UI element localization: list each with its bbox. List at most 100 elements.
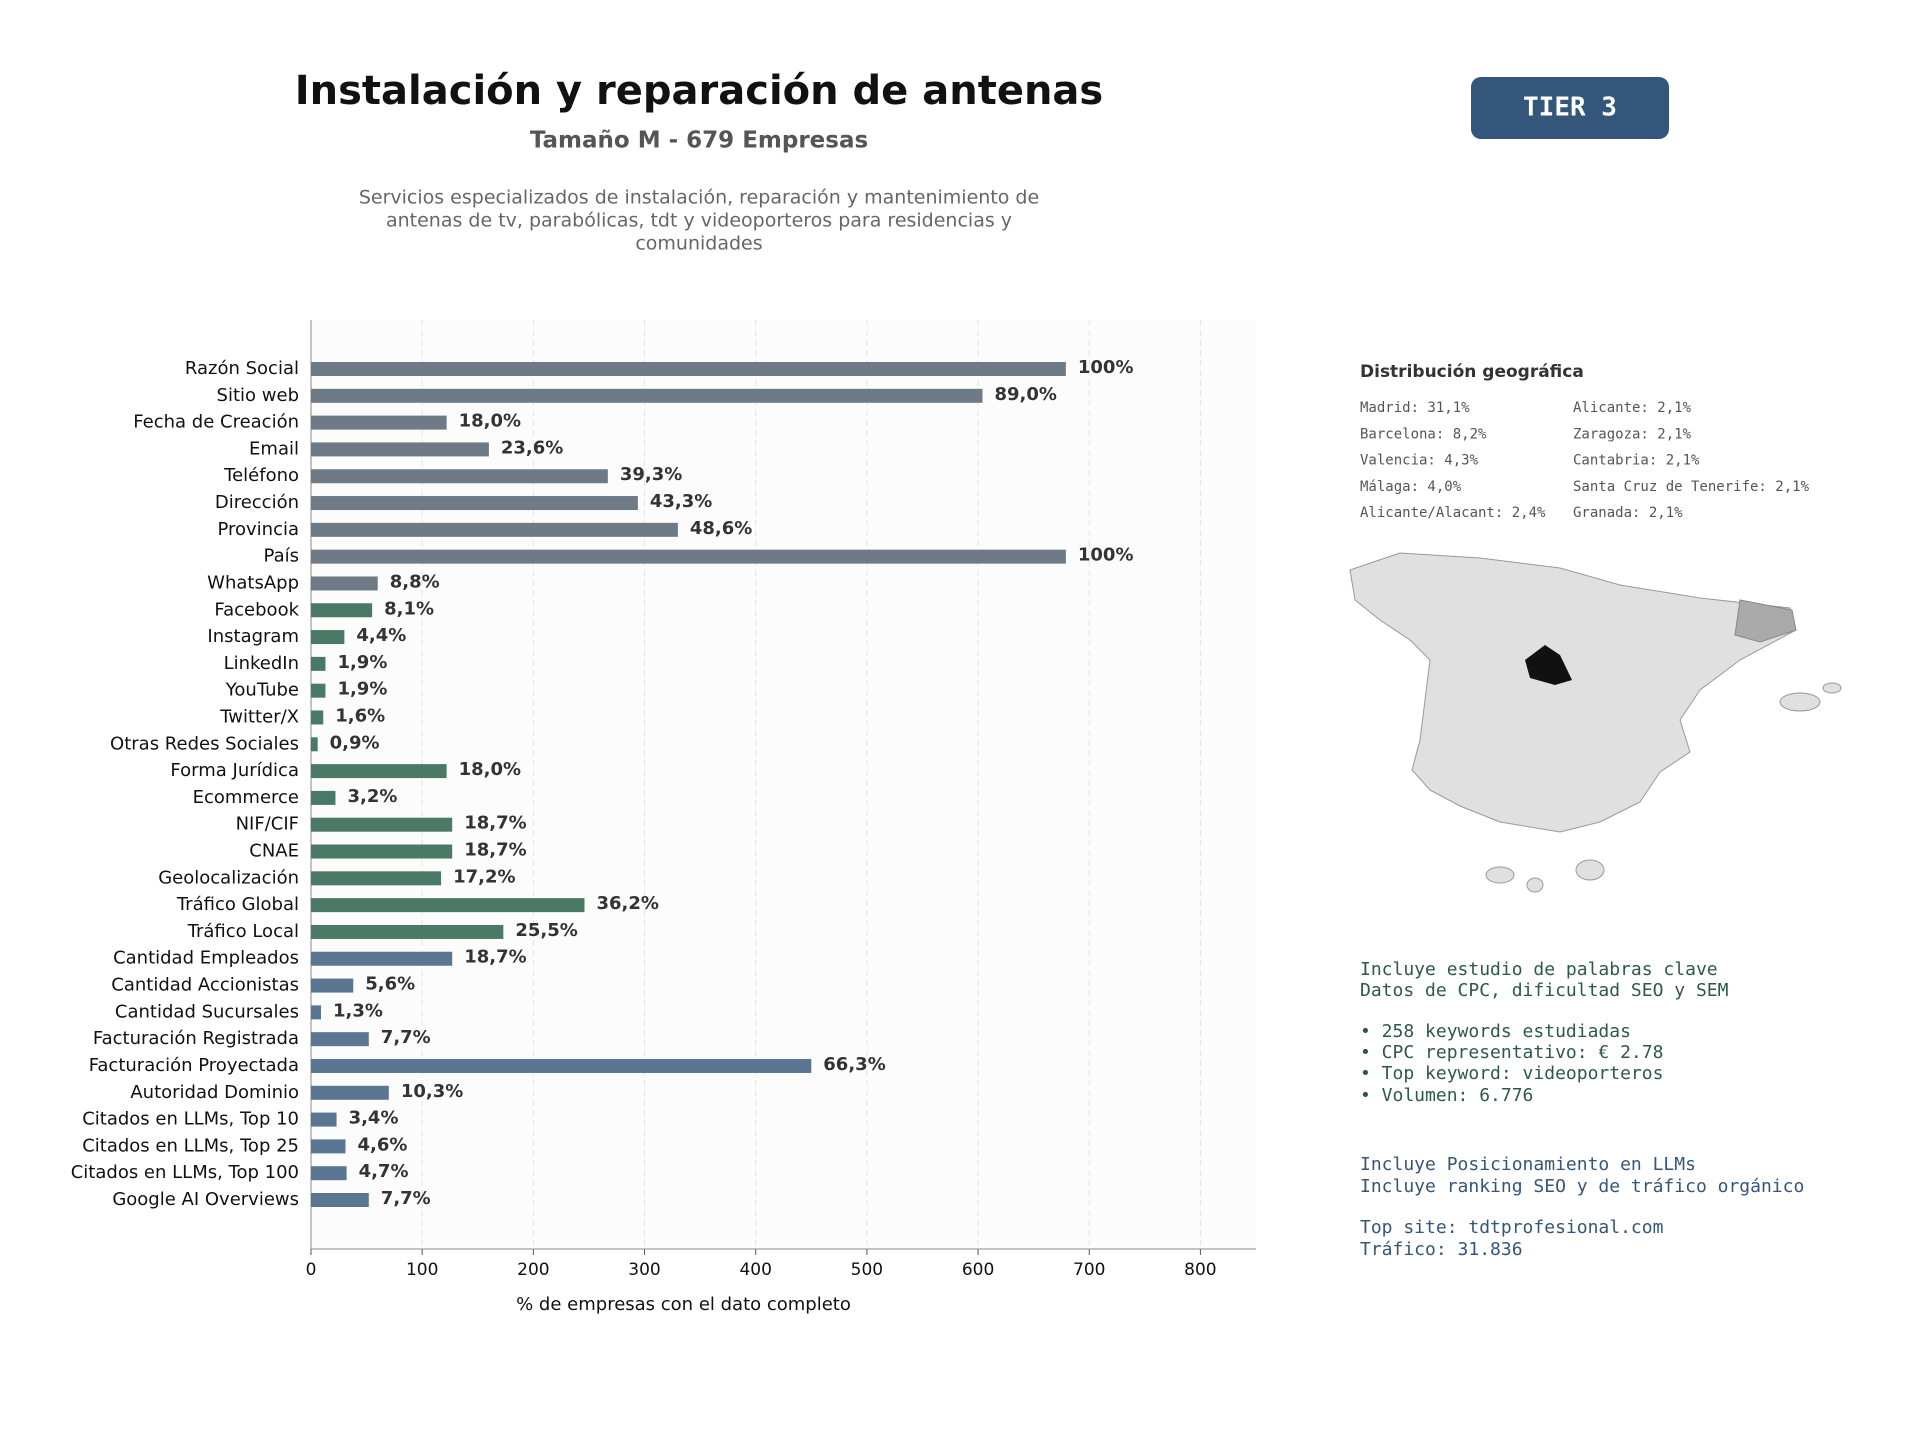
y-tick-label: Instagram xyxy=(207,626,299,647)
seo-line: Incluye estudio de palabras clave xyxy=(1360,959,1718,980)
geo-entry: Barcelona: 8,2% xyxy=(1360,426,1487,442)
bar xyxy=(311,844,453,859)
bar xyxy=(311,790,336,805)
value-label: 1,9% xyxy=(337,679,387,700)
y-tick-label: Twitter/X xyxy=(219,706,299,727)
map-land xyxy=(1349,552,1797,833)
value-label: 7,7% xyxy=(381,1027,431,1048)
description: antenas de tv, parabólicas, tdt y videop… xyxy=(386,210,1012,232)
llm-line: Tráfico: 31.836 xyxy=(1360,1239,1523,1260)
y-tick-label: Cantidad Sucursales xyxy=(115,1001,299,1022)
value-label: 18,7% xyxy=(464,813,526,834)
value-label: 18,7% xyxy=(464,840,526,861)
bar xyxy=(311,496,638,511)
value-label: 10,3% xyxy=(401,1081,463,1102)
y-tick-label: Teléfono xyxy=(223,465,299,486)
y-tick-label: Cantidad Accionistas xyxy=(111,975,299,996)
geo-title: Distribución geográfica xyxy=(1360,362,1584,382)
bar xyxy=(311,898,585,913)
bar xyxy=(311,1112,337,1127)
map-island xyxy=(1526,877,1544,893)
bar xyxy=(311,549,1066,564)
y-tick-label: Sitio web xyxy=(217,385,299,406)
geo-entry: Valencia: 4,3% xyxy=(1360,453,1479,469)
bar xyxy=(311,1085,389,1100)
bar xyxy=(311,1005,322,1020)
bar xyxy=(311,576,378,591)
y-tick-label: Geolocalización xyxy=(158,867,299,888)
bar xyxy=(311,683,326,698)
bar xyxy=(311,817,453,832)
y-tick-label: Email xyxy=(249,438,299,459)
x-axis-label: % de empresas con el dato completo xyxy=(516,1294,851,1315)
seo-line: • Top keyword: videoporteros xyxy=(1360,1063,1663,1084)
value-label: 39,3% xyxy=(620,464,682,485)
value-label: 48,6% xyxy=(690,518,752,539)
y-tick-label: Google AI Overviews xyxy=(112,1189,299,1210)
bar xyxy=(311,978,354,993)
y-tick-label: Forma Jurídica xyxy=(170,760,299,781)
llm-line: Incluye Posicionamiento en LLMs xyxy=(1360,1154,1696,1175)
x-tick-label: 0 xyxy=(306,1260,317,1280)
bar xyxy=(311,1166,347,1181)
x-tick-label: 800 xyxy=(1184,1260,1216,1280)
value-label: 1,3% xyxy=(333,1000,383,1021)
value-label: 3,4% xyxy=(349,1108,399,1129)
y-tick-label: Otras Redes Sociales xyxy=(110,733,299,754)
y-tick-label: LinkedIn xyxy=(224,653,299,674)
value-label: 8,8% xyxy=(390,571,440,592)
value-label: 4,6% xyxy=(357,1134,407,1155)
bar xyxy=(311,1058,812,1073)
value-label: 4,7% xyxy=(359,1161,409,1182)
x-tick-label: 600 xyxy=(962,1260,994,1280)
seo-line: Datos de CPC, dificultad SEO y SEM xyxy=(1360,980,1729,1001)
value-label: 17,2% xyxy=(453,866,515,887)
bar xyxy=(311,388,983,403)
bar xyxy=(311,442,489,457)
bar xyxy=(311,415,447,430)
value-label: 0,9% xyxy=(330,732,380,753)
map-island xyxy=(1822,682,1842,694)
y-tick-label: Fecha de Creación xyxy=(133,412,299,433)
geo-entry: Cantabria: 2,1% xyxy=(1573,453,1700,469)
y-tick-label: Razón Social xyxy=(185,358,299,379)
value-label: 89,0% xyxy=(995,384,1057,405)
bar xyxy=(311,656,326,671)
value-label: 18,0% xyxy=(459,759,521,780)
value-label: 1,6% xyxy=(335,705,385,726)
geo-entry: Alicante/Alacant: 2,4% xyxy=(1360,505,1546,521)
y-tick-label: Tráfico Local xyxy=(187,921,299,942)
value-label: 100% xyxy=(1078,357,1134,378)
y-tick-label: Citados en LLMs, Top 100 xyxy=(71,1162,299,1183)
seo-line: • CPC representativo: € 2.78 xyxy=(1360,1042,1663,1063)
y-tick-label: Provincia xyxy=(217,519,299,540)
x-tick-label: 500 xyxy=(851,1260,883,1280)
description: Servicios especializados de instalación,… xyxy=(359,187,1039,209)
bar xyxy=(311,764,447,779)
y-tick-label: NIF/CIF xyxy=(236,814,299,835)
bar xyxy=(311,630,345,645)
subtitle: Tamaño M - 679 Empresas xyxy=(530,128,868,154)
map-island xyxy=(1575,859,1605,881)
map-island xyxy=(1485,866,1515,884)
y-tick-label: CNAE xyxy=(249,841,299,862)
map xyxy=(1349,552,1842,893)
bar xyxy=(311,1032,369,1047)
value-label: 18,7% xyxy=(464,947,526,968)
description: comunidades xyxy=(635,233,762,255)
value-label: 100% xyxy=(1078,545,1134,566)
bar xyxy=(311,871,442,886)
bar xyxy=(311,522,678,537)
bar xyxy=(311,1139,346,1154)
seo-line: • Volumen: 6.776 xyxy=(1360,1085,1533,1106)
bar xyxy=(311,710,324,725)
y-tick-label: YouTube xyxy=(225,680,299,701)
geo-entry: Santa Cruz de Tenerife: 2,1% xyxy=(1573,479,1810,495)
badge: TIER 3 xyxy=(1523,93,1617,123)
bar xyxy=(311,469,608,484)
bar xyxy=(311,362,1066,376)
geo-entry: Madrid: 31,1% xyxy=(1360,400,1470,416)
y-tick-label: Facturación Proyectada xyxy=(89,1055,299,1076)
y-tick-label: Citados en LLMs, Top 10 xyxy=(82,1109,299,1130)
